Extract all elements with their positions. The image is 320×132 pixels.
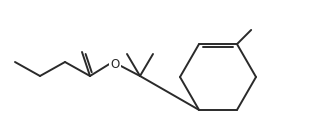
Text: O: O (110, 58, 120, 70)
